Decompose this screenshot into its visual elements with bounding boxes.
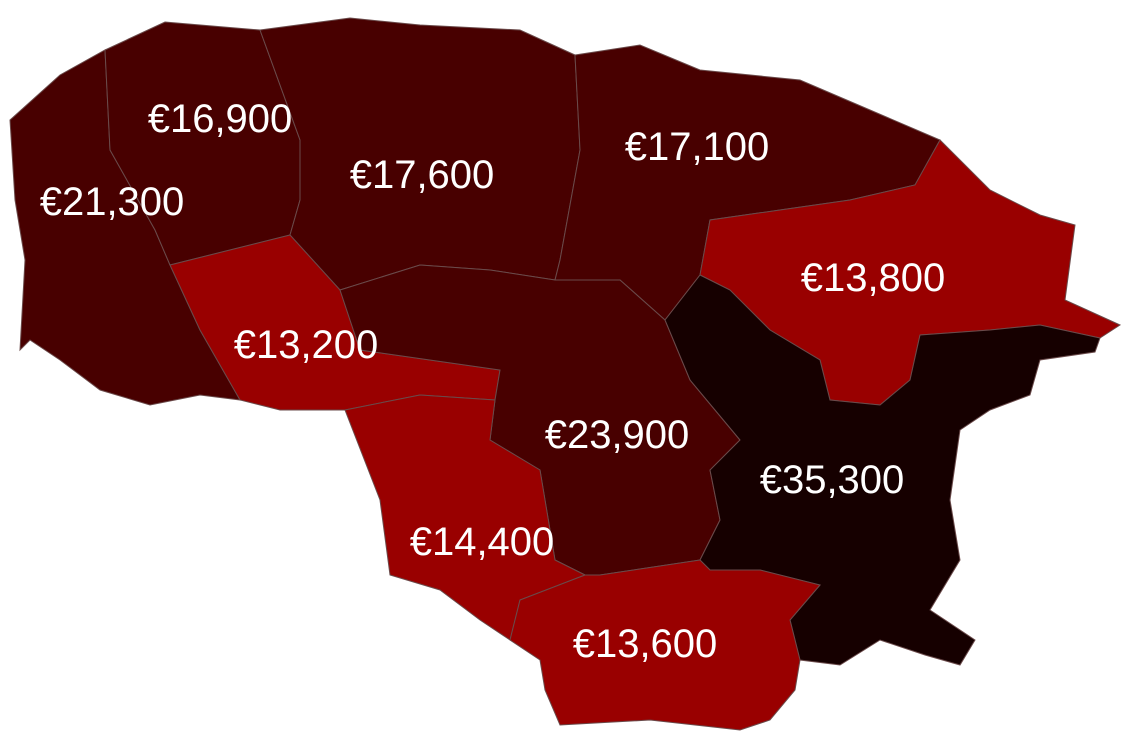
region-value-label: €16,900 xyxy=(148,97,293,141)
region-value-label: €35,300 xyxy=(760,458,905,502)
region-value-label: €14,400 xyxy=(410,520,555,564)
region-9 xyxy=(509,559,821,731)
region-value-label: €13,600 xyxy=(573,622,718,666)
region-value-label: €17,600 xyxy=(350,153,495,197)
region-value-label: €17,100 xyxy=(625,125,770,169)
region-value-label: €13,200 xyxy=(234,323,379,367)
region-7 xyxy=(664,274,1101,666)
region-value-label: €21,300 xyxy=(40,180,185,224)
region-value-label: €23,900 xyxy=(545,413,690,457)
region-value-label: €13,800 xyxy=(801,256,946,300)
